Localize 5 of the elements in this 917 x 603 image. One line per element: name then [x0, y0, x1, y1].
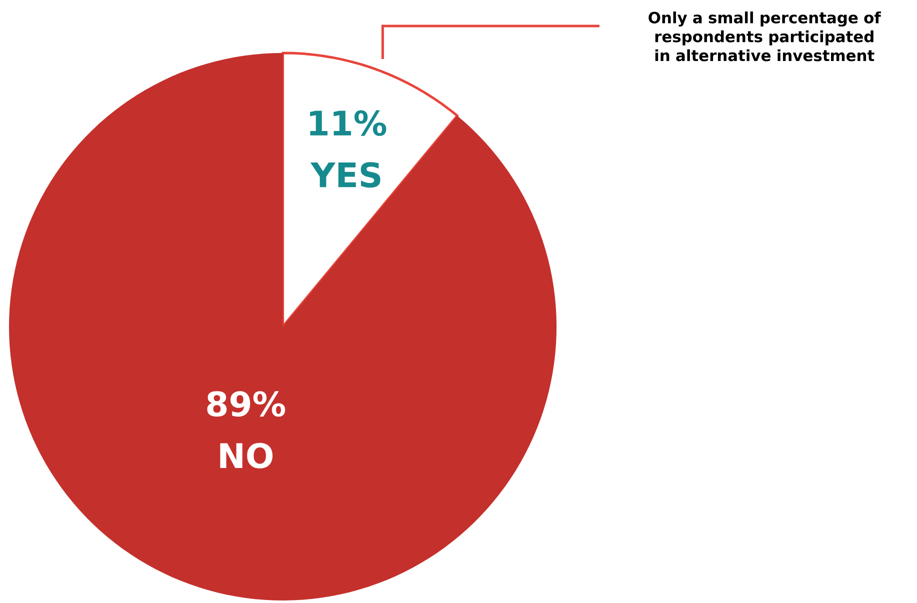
slice-label: NO — [220, 442, 273, 468]
data-label: 89% — [207, 390, 286, 416]
data-label: 11% — [310, 110, 386, 136]
slice-label: YES — [310, 162, 380, 188]
text: Only a small percentage of respondents participated in alternative investment — [648, 11, 882, 62]
